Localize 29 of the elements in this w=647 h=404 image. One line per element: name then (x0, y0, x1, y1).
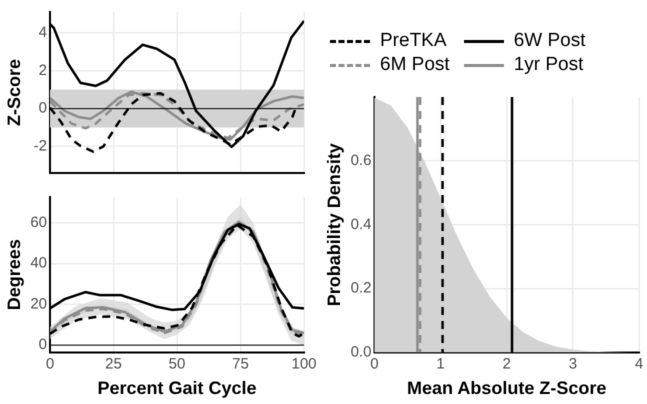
x-axis-title: Mean Absolute Z-Score (407, 378, 606, 398)
y-tick-label: 40 (30, 254, 47, 272)
y-tick-label: 0.0 (350, 344, 372, 361)
x-tick-label: 2 (502, 356, 511, 373)
y-axis-title: Z-Score (4, 58, 24, 126)
y-tick-label: -2 (34, 138, 47, 155)
legend-label: PreTKA (380, 30, 447, 52)
legend-label: 6W Post (514, 30, 586, 52)
y-tick-label: 0.4 (350, 216, 372, 233)
legend-label: 1yr Post (514, 54, 584, 76)
x-tick-label: 3 (568, 356, 578, 373)
y-tick-label: 0.2 (350, 280, 372, 297)
y-tick-label: 2 (38, 62, 47, 79)
y-tick-label: 0 (38, 100, 47, 117)
x-tick-label: 50 (168, 356, 186, 373)
y-tick-label: 0.6 (350, 152, 372, 169)
y-tick-label: 0 (38, 336, 47, 354)
x-tick-label: 25 (105, 356, 122, 373)
y-axis-title: Probability Density (324, 143, 344, 306)
x-tick-label: 4 (634, 356, 644, 373)
x-tick-label: 75 (232, 356, 249, 373)
y-axis-title: Degrees (4, 239, 24, 310)
y-tick-label: 20 (30, 295, 47, 312)
y-tick-label: 60 (30, 214, 47, 232)
x-axis-title: Percent Gait Cycle (97, 378, 257, 398)
legend-label: 6M Post (380, 54, 450, 76)
x-tick-label: 100 (291, 356, 317, 373)
x-tick-label: 1 (436, 356, 445, 373)
y-tick-label: 4 (38, 24, 47, 41)
